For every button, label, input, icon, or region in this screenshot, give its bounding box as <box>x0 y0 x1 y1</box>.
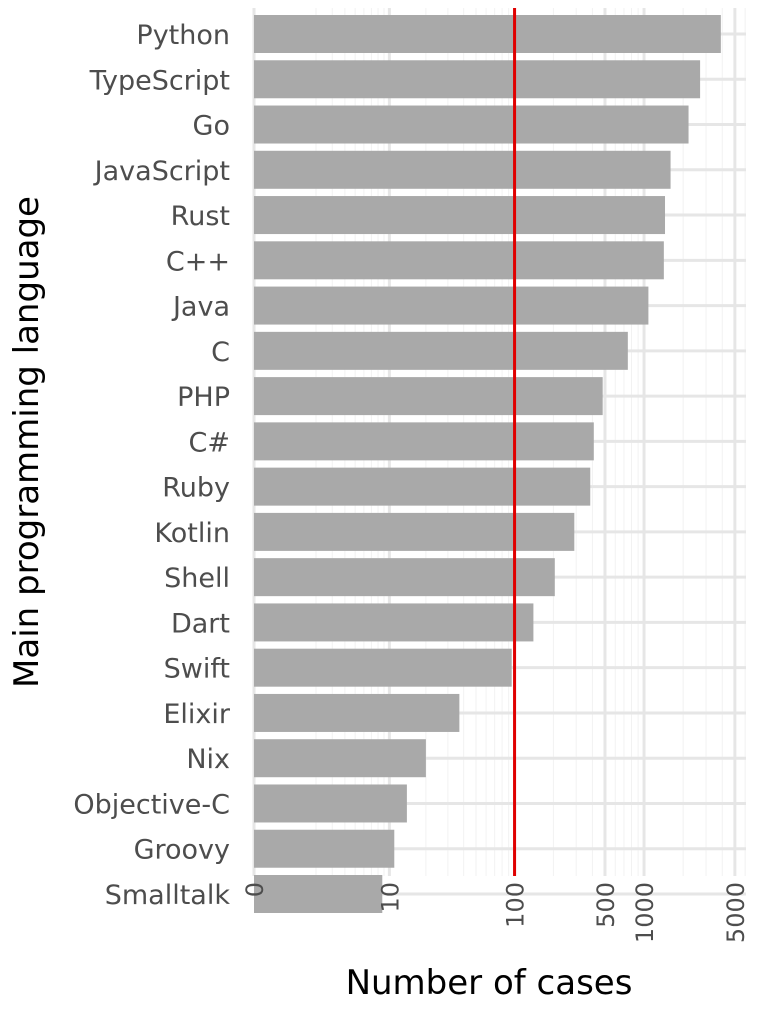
bar-typescript <box>254 60 701 99</box>
bar-c- <box>254 422 594 461</box>
bar-shell <box>254 558 555 597</box>
category-label: Swift <box>164 654 230 685</box>
x-axis-title: Number of cases <box>346 963 633 1003</box>
bar-objective-c <box>254 784 407 823</box>
category-label: Rust <box>171 201 230 232</box>
bar-kotlin <box>254 512 575 551</box>
bars <box>254 15 721 913</box>
x-tick-label: 1000 <box>631 882 659 943</box>
category-label: Shell <box>164 563 230 594</box>
bar-php <box>254 377 603 416</box>
x-tick-label: 0 <box>241 882 269 897</box>
category-label: Elixir <box>163 699 231 730</box>
x-tick-label: 10 <box>376 882 404 913</box>
bar-nix <box>254 739 426 778</box>
category-label: TypeScript <box>89 65 230 96</box>
category-label: Nix <box>186 744 230 775</box>
bar-go <box>254 105 689 144</box>
bar-rust <box>254 196 666 235</box>
bar-elixir <box>254 693 460 732</box>
category-label: Objective-C <box>73 789 230 820</box>
bar-smalltalk <box>254 875 383 913</box>
category-labels: Python TypeScript Go JavaScript Rust C++ Java C… <box>73 20 231 911</box>
x-tick-label: 100 <box>502 882 530 928</box>
x-tick-labels: 0 10 100 500 1000 5000 <box>241 882 750 943</box>
y-axis-title: Main programming language <box>7 196 47 688</box>
bar-javascript <box>254 150 671 189</box>
category-label: Dart <box>171 608 230 639</box>
category-label: Ruby <box>162 473 230 504</box>
x-tick-label: 5000 <box>722 882 750 943</box>
category-label: Kotlin <box>154 518 230 549</box>
category-label: PHP <box>177 382 230 413</box>
category-label: C++ <box>166 246 230 277</box>
category-label: JavaScript <box>93 156 230 187</box>
category-label: Java <box>171 292 230 323</box>
bar-groovy <box>254 829 395 868</box>
bar-c <box>254 331 628 370</box>
category-label: Smalltalk <box>105 880 231 911</box>
category-label: Groovy <box>134 835 230 866</box>
bar-ruby <box>254 467 591 506</box>
category-label: Python <box>136 20 230 51</box>
bar-dart <box>254 603 534 642</box>
category-label: Go <box>193 111 230 142</box>
bar-python <box>254 15 721 53</box>
category-label: C# <box>189 427 230 458</box>
bar-swift <box>254 648 512 687</box>
category-label: C <box>211 337 230 368</box>
bar-c- <box>254 241 664 280</box>
x-tick-label: 500 <box>592 882 620 928</box>
bar-java <box>254 286 649 325</box>
